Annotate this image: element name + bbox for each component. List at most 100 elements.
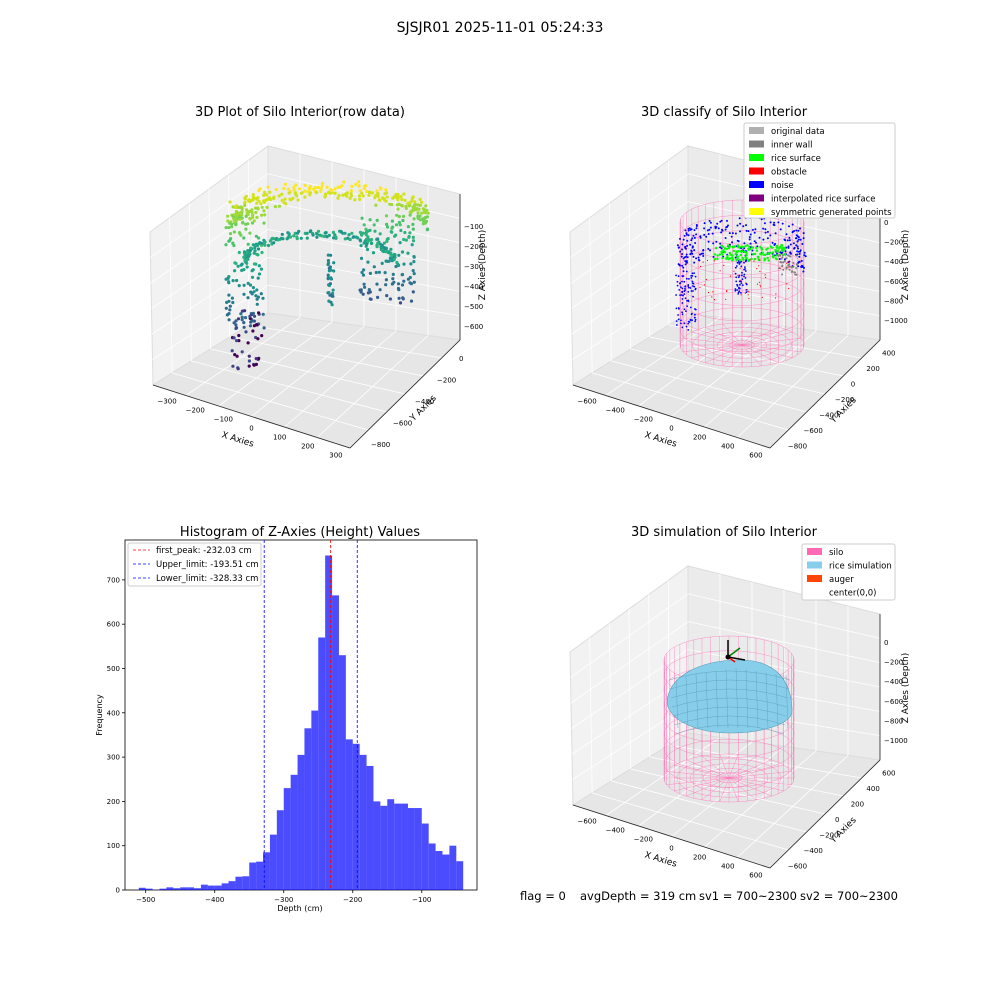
panel1-point bbox=[256, 253, 260, 257]
panel-simulation-3d: 3D simulation of Silo Interior −600 −400 −… bbox=[569, 525, 911, 880]
panel2-point-noise bbox=[691, 237, 694, 240]
panel1-point bbox=[354, 235, 358, 239]
panel2-point-noise bbox=[745, 224, 747, 227]
panel1-point bbox=[283, 197, 287, 201]
panel2-point-noise bbox=[755, 241, 757, 244]
panel2-point-obstacle bbox=[761, 296, 763, 298]
panel2-point-noise bbox=[773, 224, 776, 227]
panel2-point-inner-wall bbox=[779, 254, 782, 257]
histogram-bar bbox=[332, 595, 339, 890]
panel1-point bbox=[327, 291, 331, 295]
panel2-point-noise bbox=[760, 218, 763, 221]
panel2-point-inner-wall bbox=[785, 266, 788, 269]
panel1-point bbox=[258, 187, 262, 191]
panel2-legend-swatch bbox=[749, 167, 764, 175]
panel2-point-noise bbox=[702, 249, 705, 252]
panel2-z-tick-label: −200 bbox=[884, 239, 903, 247]
panel2-point-inner-wall bbox=[795, 273, 798, 276]
footer-sv2: sv2 = 700~2300 bbox=[800, 889, 898, 903]
panel1-point bbox=[279, 236, 283, 240]
panel2-ztick-labels: 0 −200 −400 −600 −800 −1000 bbox=[884, 219, 908, 325]
panel4-z-tick-label: −1000 bbox=[884, 737, 908, 745]
panel2-y-tick-label: 200 bbox=[866, 365, 879, 373]
panel1-point bbox=[384, 283, 388, 287]
panel1-point bbox=[273, 205, 277, 209]
panel2-point-noise bbox=[684, 245, 687, 248]
panel1-point bbox=[251, 195, 255, 199]
histogram-bar bbox=[373, 801, 381, 890]
panel1-point bbox=[322, 234, 326, 238]
panel2-point-inner-wall bbox=[795, 267, 798, 270]
panel2-point-noise bbox=[736, 239, 739, 242]
panel2-point-noise bbox=[693, 229, 696, 232]
panel2-point-obstacle bbox=[711, 296, 713, 298]
panel1-point bbox=[224, 226, 228, 230]
panel1-point bbox=[257, 242, 261, 246]
panel1-point bbox=[250, 221, 255, 225]
panel2-point-rice-surface bbox=[744, 251, 747, 254]
panel2-point-noise bbox=[691, 272, 694, 275]
panel1-point bbox=[391, 272, 395, 276]
panel2-point-noise bbox=[685, 233, 688, 236]
panel4-xtick-labels: −600 −400 −200 0 200 400 600 bbox=[577, 818, 762, 880]
panel2-point-noise bbox=[720, 247, 723, 250]
panel1-point bbox=[367, 190, 371, 194]
panel4-x-tick-label: 0 bbox=[669, 845, 673, 853]
panel3-title: Histogram of Z-Axies (Height) Values bbox=[180, 525, 420, 540]
panel4-y-tick-label: −200 bbox=[819, 831, 838, 839]
panel2-point-noise bbox=[715, 240, 718, 243]
panel2-point-noise bbox=[740, 280, 742, 283]
panel1-point bbox=[227, 293, 231, 297]
panel2-point-obstacle bbox=[779, 267, 781, 269]
panel2-point-rice-surface bbox=[727, 247, 731, 250]
panel1-point bbox=[320, 181, 325, 186]
panel2-point-noise bbox=[731, 241, 734, 244]
panel2-point-noise bbox=[675, 294, 677, 296]
panel2-point-rice-surface bbox=[728, 257, 732, 260]
panel1-point bbox=[261, 296, 265, 300]
panel2-point-noise bbox=[681, 287, 684, 290]
panel4-z-tick-label: 0 bbox=[884, 639, 888, 647]
panel1-point bbox=[303, 189, 307, 193]
panel2-point-noise bbox=[739, 230, 741, 233]
panel1-point bbox=[325, 185, 329, 189]
panel1-point bbox=[398, 301, 403, 305]
panel2-title: 3D classify of Silo Interior bbox=[641, 105, 808, 120]
panel2-point-obstacle bbox=[788, 266, 790, 268]
panel1-point bbox=[229, 237, 233, 241]
panel1-point bbox=[263, 213, 267, 217]
panel2-point-noise bbox=[744, 266, 746, 268]
panel1-point bbox=[384, 250, 388, 254]
panel1-point bbox=[251, 329, 255, 333]
panel1-point bbox=[311, 233, 315, 237]
panel2-x-tick-label: 0 bbox=[669, 425, 673, 433]
panel1-point bbox=[370, 238, 374, 242]
panel1-point bbox=[256, 207, 260, 211]
panel1-point bbox=[262, 326, 266, 330]
panel2-point-noise bbox=[685, 310, 687, 312]
panel2-point-noise bbox=[788, 225, 790, 228]
panel1-point bbox=[239, 312, 243, 316]
panel1-x-tick-label: −300 bbox=[157, 398, 176, 406]
panel1-point bbox=[375, 282, 379, 286]
panel1-point bbox=[239, 210, 243, 214]
panel1-point bbox=[241, 221, 245, 225]
panel2-point-noise bbox=[709, 221, 712, 224]
panel1-point bbox=[397, 253, 401, 257]
panel2-point-noise bbox=[795, 229, 798, 232]
panel2-point-noise bbox=[734, 272, 737, 275]
panel1-point bbox=[252, 251, 256, 255]
panel2-point-noise bbox=[735, 276, 738, 279]
panel2-point-noise bbox=[681, 298, 684, 300]
histogram-bar bbox=[414, 808, 422, 890]
panel2-point-noise bbox=[709, 226, 712, 229]
panel2-point-noise bbox=[682, 266, 685, 269]
panel2-point-noise bbox=[684, 263, 687, 266]
panel2-point-noise bbox=[736, 289, 739, 291]
panel1-point bbox=[324, 231, 328, 235]
panel2-point-rice-surface bbox=[753, 252, 757, 256]
panel1-point bbox=[402, 214, 406, 218]
panel1-point bbox=[252, 319, 256, 323]
panel1-point bbox=[349, 189, 353, 193]
panel2-point-rice-surface bbox=[755, 246, 758, 250]
